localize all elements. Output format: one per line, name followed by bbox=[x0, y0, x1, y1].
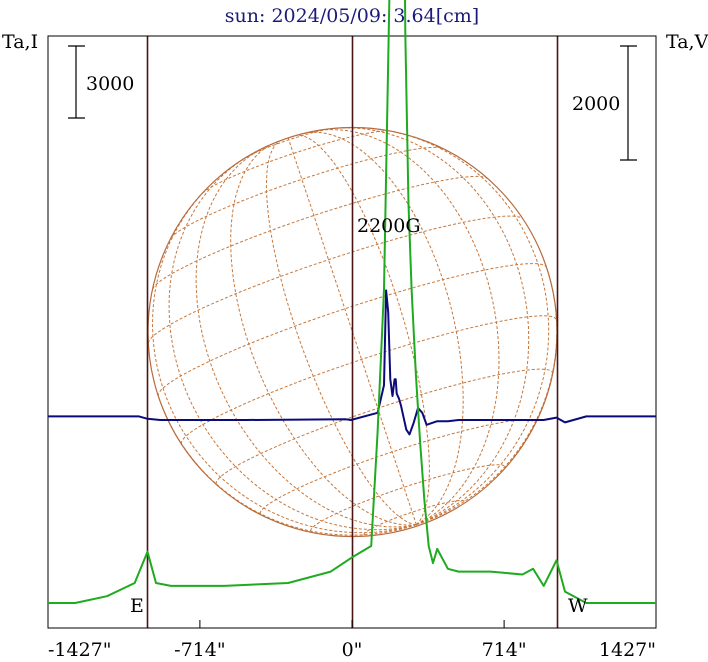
disk-longitude-line bbox=[230, 143, 417, 526]
right-axis-label: Ta,V bbox=[666, 31, 708, 53]
left-axis-label: Ta,I bbox=[2, 31, 38, 53]
disk-latitude-line bbox=[170, 146, 443, 239]
disk-longitude-line bbox=[151, 185, 417, 534]
series-V-line bbox=[48, 0, 656, 604]
disk-latitude-line bbox=[202, 130, 390, 194]
disk-longitude-line bbox=[303, 131, 464, 526]
disk-longitude-line bbox=[287, 137, 417, 525]
disk-longitude-line bbox=[168, 156, 417, 531]
disk-longitude-line bbox=[333, 127, 530, 526]
disk-longitude-line bbox=[379, 128, 550, 526]
chart-title: sun: 2024/05/09: 3.64[cm] bbox=[225, 5, 479, 27]
x-axis-ticks: -1427" -714" 0" 714" 1427" bbox=[47, 620, 657, 661]
right-scale-label: 2000 bbox=[572, 93, 620, 115]
vertical-markers bbox=[146, 36, 559, 628]
x-tick-label: -1427" bbox=[48, 639, 112, 661]
right-scale-bar bbox=[620, 45, 637, 161]
disk-longitude-line bbox=[317, 129, 500, 526]
x-tick-label: 1427" bbox=[599, 639, 656, 661]
disk-latitude-line bbox=[152, 175, 488, 290]
left-scale-label: 3000 bbox=[86, 73, 134, 95]
series-I-line bbox=[48, 289, 656, 436]
x-tick-label: -714" bbox=[174, 639, 225, 661]
west-label: W bbox=[568, 595, 588, 617]
disk-latitude-line bbox=[180, 315, 557, 445]
peak-label: 2200G bbox=[357, 215, 421, 237]
east-label: E bbox=[130, 595, 144, 617]
solar-disk bbox=[147, 126, 558, 538]
x-tick-label: 714" bbox=[482, 639, 527, 661]
disk-longitude-line bbox=[265, 140, 417, 526]
disk-latitude-line bbox=[310, 464, 506, 532]
data-curves bbox=[48, 0, 656, 604]
x-tick-label: 0" bbox=[342, 639, 363, 661]
left-scale-bar bbox=[68, 45, 85, 119]
disk-longitude-line bbox=[296, 134, 430, 526]
disk-longitude-line bbox=[195, 149, 417, 528]
disk-latitude-line bbox=[147, 215, 524, 344]
